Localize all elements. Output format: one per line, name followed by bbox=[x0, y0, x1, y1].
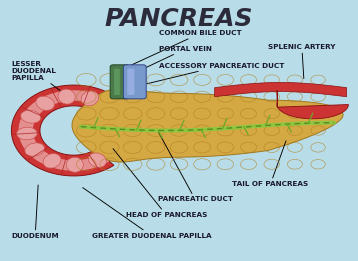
Ellipse shape bbox=[25, 143, 44, 156]
Text: COMMON BILE DUCT: COMMON BILE DUCT bbox=[127, 30, 242, 67]
FancyBboxPatch shape bbox=[110, 65, 130, 99]
Ellipse shape bbox=[88, 153, 106, 167]
Polygon shape bbox=[11, 85, 114, 176]
Polygon shape bbox=[215, 82, 347, 97]
Ellipse shape bbox=[66, 157, 83, 172]
Text: PANCREATIC DUCT: PANCREATIC DUCT bbox=[158, 130, 233, 202]
FancyBboxPatch shape bbox=[114, 69, 120, 95]
Text: TAIL OF PANCREAS: TAIL OF PANCREAS bbox=[232, 141, 309, 187]
Polygon shape bbox=[277, 90, 348, 119]
Ellipse shape bbox=[81, 91, 99, 106]
FancyBboxPatch shape bbox=[127, 69, 134, 95]
Text: ACCESSORY PANCREATIC DUCT: ACCESSORY PANCREATIC DUCT bbox=[147, 63, 285, 84]
Polygon shape bbox=[19, 90, 109, 171]
Ellipse shape bbox=[21, 110, 41, 123]
Text: HEAD OF PANCREAS: HEAD OF PANCREAS bbox=[113, 149, 207, 218]
Polygon shape bbox=[72, 88, 343, 162]
FancyBboxPatch shape bbox=[124, 65, 146, 99]
Text: DUODENUM: DUODENUM bbox=[11, 185, 59, 239]
Text: GREATER DUODENAL PAPILLA: GREATER DUODENAL PAPILLA bbox=[83, 188, 211, 239]
Ellipse shape bbox=[43, 154, 61, 168]
Text: LESSER
DUODENAL
PAPILLA: LESSER DUODENAL PAPILLA bbox=[11, 61, 63, 93]
Text: PANCREAS: PANCREAS bbox=[105, 7, 253, 31]
Text: PORTAL VEIN: PORTAL VEIN bbox=[131, 46, 212, 75]
Ellipse shape bbox=[36, 96, 54, 110]
Ellipse shape bbox=[16, 127, 37, 140]
Ellipse shape bbox=[58, 89, 75, 104]
Text: SPLENIC ARTERY: SPLENIC ARTERY bbox=[268, 44, 336, 79]
